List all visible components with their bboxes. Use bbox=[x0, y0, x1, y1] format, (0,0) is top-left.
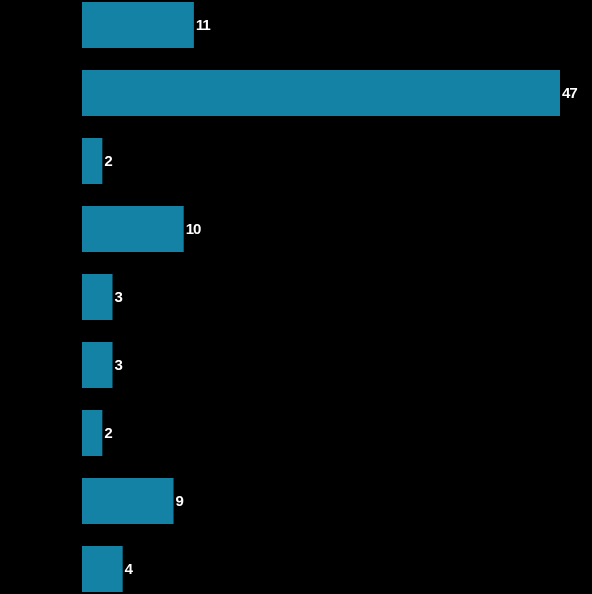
value-label: 3 bbox=[115, 289, 123, 306]
value-label: 2 bbox=[104, 153, 112, 170]
value-label: 9 bbox=[176, 493, 184, 510]
bar bbox=[82, 70, 560, 116]
bar bbox=[82, 2, 194, 48]
value-label: 2 bbox=[104, 425, 112, 442]
bar bbox=[82, 410, 103, 456]
bar bbox=[82, 206, 184, 252]
value-label: 11 bbox=[196, 17, 211, 34]
bar bbox=[82, 546, 123, 592]
bar bbox=[82, 138, 103, 184]
value-label: 4 bbox=[125, 561, 134, 578]
value-label: 47 bbox=[562, 85, 577, 102]
value-label: 10 bbox=[186, 221, 201, 238]
bar bbox=[82, 342, 113, 388]
value-label: 3 bbox=[115, 357, 123, 374]
bar bbox=[82, 274, 113, 320]
bar bbox=[82, 478, 174, 524]
